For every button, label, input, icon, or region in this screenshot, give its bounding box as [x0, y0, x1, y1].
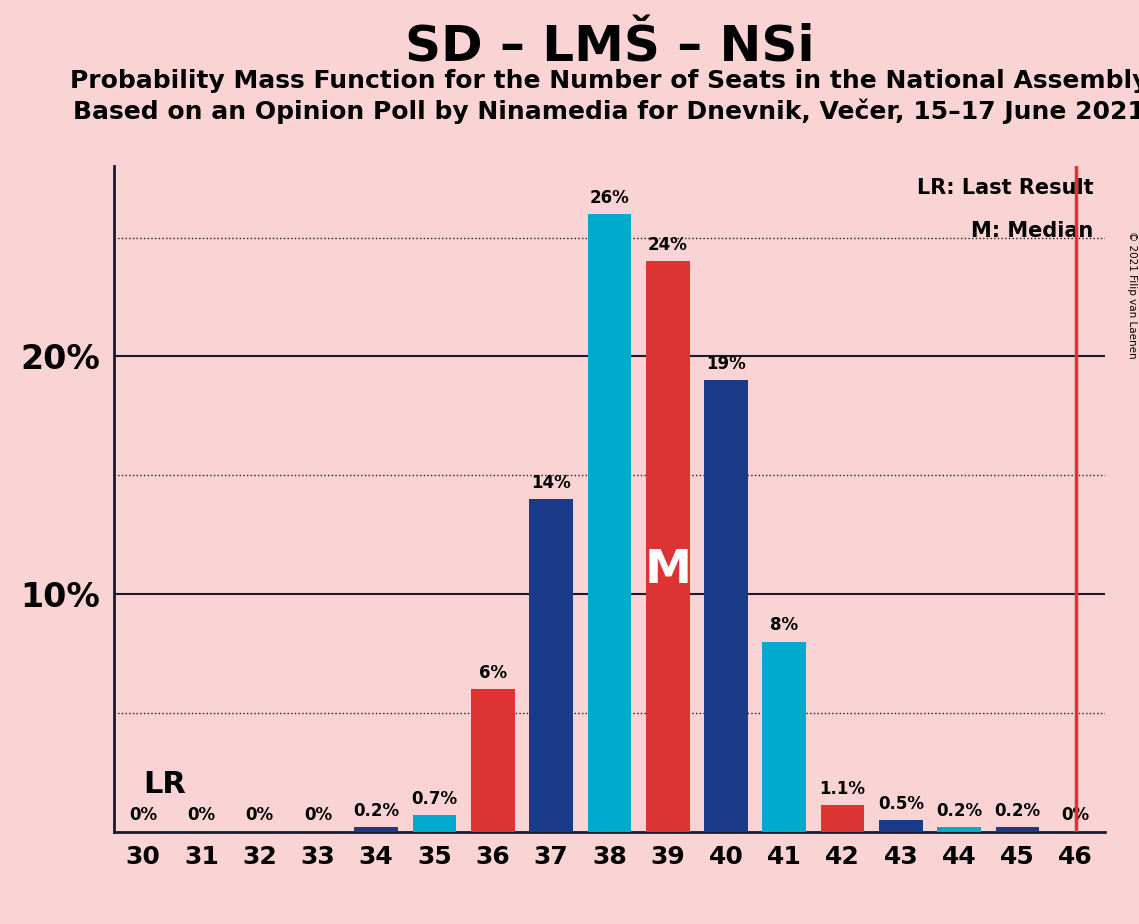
Text: LR: LR — [144, 770, 186, 798]
Text: 0%: 0% — [304, 807, 331, 824]
Bar — [354, 827, 398, 832]
Text: M: M — [645, 548, 691, 592]
Text: 0%: 0% — [129, 807, 157, 824]
Text: 14%: 14% — [531, 474, 571, 492]
Bar — [412, 815, 457, 832]
Text: Based on an Opinion Poll by Ninamedia for Dnevnik, Večer, 15–17 June 2021: Based on an Opinion Poll by Ninamedia fo… — [73, 99, 1139, 125]
Bar — [588, 213, 631, 832]
Bar — [762, 641, 806, 832]
Text: 24%: 24% — [648, 237, 688, 254]
Text: 0%: 0% — [187, 807, 215, 824]
Bar — [995, 827, 1039, 832]
Text: 0%: 0% — [246, 807, 273, 824]
Bar — [646, 261, 689, 832]
Bar — [879, 820, 923, 832]
Text: 26%: 26% — [590, 188, 629, 207]
Text: © 2021 Filip van Laenen: © 2021 Filip van Laenen — [1126, 231, 1137, 359]
Text: M: Median: M: Median — [970, 221, 1093, 241]
Text: 6%: 6% — [478, 664, 507, 682]
Text: 1.1%: 1.1% — [820, 781, 866, 798]
Text: 0.5%: 0.5% — [878, 795, 924, 812]
Text: 19%: 19% — [706, 355, 746, 373]
Text: 8%: 8% — [770, 616, 798, 635]
Text: 0.2%: 0.2% — [353, 802, 400, 820]
Text: 0%: 0% — [1062, 807, 1090, 824]
Bar — [704, 380, 748, 832]
Text: 0.2%: 0.2% — [936, 802, 982, 820]
Bar — [937, 827, 981, 832]
Text: 0.2%: 0.2% — [994, 802, 1040, 820]
Text: SD – LMŠ – NSi: SD – LMŠ – NSi — [404, 23, 814, 71]
Text: LR: Last Result: LR: Last Result — [917, 178, 1093, 199]
Bar — [821, 806, 865, 832]
Bar — [530, 499, 573, 832]
Bar — [470, 689, 515, 832]
Text: Probability Mass Function for the Number of Seats in the National Assembly: Probability Mass Function for the Number… — [71, 69, 1139, 93]
Text: 0.7%: 0.7% — [411, 790, 458, 808]
